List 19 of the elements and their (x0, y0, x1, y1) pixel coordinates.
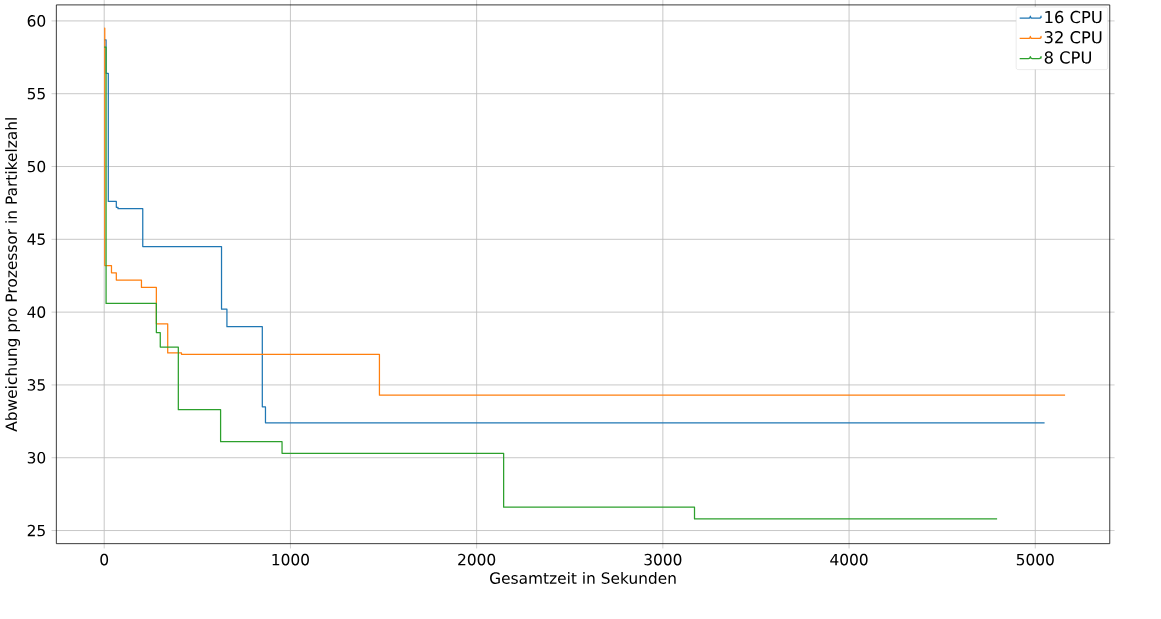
x-tick-label: 2000 (458, 553, 496, 566)
x-axis-title: Gesamtzeit in Sekunden (490, 571, 676, 584)
y-tick-label: 30 (27, 451, 46, 464)
y-tick-label: 50 (27, 160, 46, 173)
legend-label: 16 CPU (1045, 10, 1102, 24)
legend-label: 8 CPU (1044, 51, 1091, 64)
y-tick-label: 40 (27, 306, 46, 318)
x-tick-label: 5000 (1016, 553, 1054, 566)
y-tick-label: 35 (27, 378, 45, 391)
y-tick-label: 60 (27, 14, 46, 27)
x-tick-label: 0 (100, 553, 109, 566)
x-tick-label: 1000 (272, 553, 309, 566)
y-axis-title: Abweichung pro Prozessor in Partikelzahl (5, 118, 21, 432)
legend-label: 32 CPU (1044, 30, 1102, 44)
y-tick-label: 25 (27, 524, 45, 537)
x-tick-label: 4000 (830, 553, 868, 566)
y-tick-label: 55 (27, 87, 45, 100)
y-tick-label: 45 (27, 233, 45, 245)
x-tick-label: 3000 (644, 553, 682, 566)
